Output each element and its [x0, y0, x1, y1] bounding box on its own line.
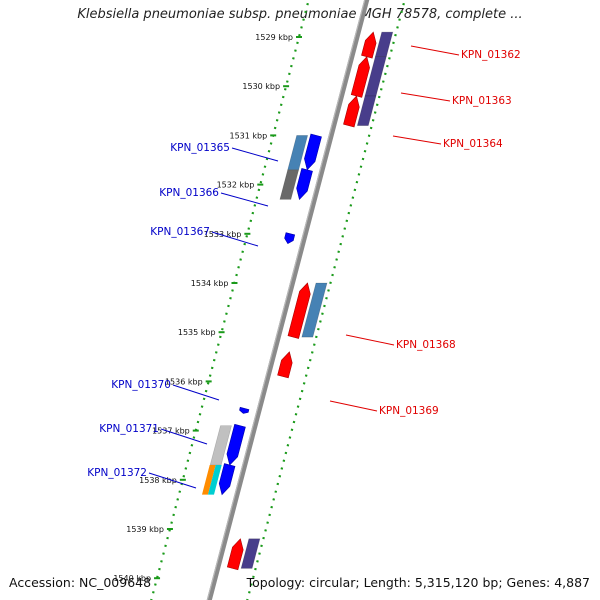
- annotation-bar-KPN_01368: [301, 282, 328, 338]
- backbone-line: [206, 0, 370, 600]
- annotation-bar-KPN_01372-b: [208, 465, 222, 495]
- gene-track: [218, 31, 377, 571]
- leader-line-KPN_01369: [329, 400, 378, 412]
- footer-bar: Accession: NC_009648 Topology: circular;…: [0, 575, 600, 595]
- gene-label-KPN_01366: KPN_01366: [159, 187, 219, 199]
- leader-line-KPN_01362: [410, 45, 460, 56]
- gene-arrow-KPN_01369: [277, 351, 293, 379]
- gene-arrow-KPN_01371: [226, 423, 246, 466]
- gene-label-KPN_01363: KPN_01363: [452, 95, 512, 107]
- gene-label-KPN_01372: KPN_01372: [87, 467, 147, 479]
- gene-label-KPN_01364: KPN_01364: [443, 138, 503, 150]
- tick-label-8: 1537 kbp: [152, 427, 190, 436]
- gene-labels: KPN_01365 KPN_01366 KPN_01367 KPN_01370 KPN_…: [87, 45, 521, 489]
- tick-label-2: 1531 kbp: [229, 131, 267, 140]
- tick-label-11: 1540 kbp: [113, 574, 151, 583]
- gene-arrow-KPN_01367: [284, 232, 296, 245]
- gene-arrow-KPN_01368: [287, 282, 311, 339]
- gene-arrow-KPN_01366: [296, 168, 313, 201]
- accession-text: Accession: NC_009648: [9, 575, 152, 590]
- leader-line-KPN_01371: [160, 428, 208, 445]
- gene-arrow-KPN_01370: [239, 406, 250, 414]
- map-title: Klebsiella pneumoniae subsp. pneumoniae …: [77, 7, 523, 22]
- tick-label-10: 1539 kbp: [126, 525, 164, 534]
- gene-label-KPN_01370: KPN_01370: [111, 379, 171, 391]
- annotation-bar-unlabeled-0: [240, 538, 261, 569]
- annotation-bar-KPN_01372-a: [202, 465, 216, 495]
- tick-label-4: 1533 kbp: [204, 230, 242, 239]
- leader-line-KPN_01368: [345, 334, 395, 346]
- tick-label-9: 1538 kbp: [139, 476, 177, 485]
- topology-text: Topology: circular; Length: 5,315,120 bp…: [246, 575, 590, 590]
- leader-line-KPN_01366: [220, 192, 269, 207]
- leader-line-KPN_01367: [211, 231, 259, 247]
- gene-arrow-unlabeled-0: [226, 538, 244, 571]
- gene-arrow-KPN_01362: [361, 31, 377, 59]
- leader-line-KPN_01365: [231, 147, 279, 162]
- scale-ticks: 1529 kbp 1530 kbp 1531 kbp 1532 kbp 1533 kbp…: [113, 33, 302, 583]
- tick-label-6: 1535 kbp: [178, 328, 216, 337]
- gene-arrow-KPN_01365: [304, 133, 322, 171]
- annotation-bar-KPN_01366: [279, 169, 300, 200]
- gene-label-KPN_01362: KPN_01362: [461, 49, 521, 61]
- tick-label-3: 1532 kbp: [217, 181, 255, 190]
- tick-label-0: 1529 kbp: [255, 33, 293, 42]
- leader-line-KPN_01372: [148, 472, 197, 489]
- gene-arrow-KPN_01372: [218, 463, 236, 496]
- gene-arrow-KPN_01363: [350, 56, 370, 98]
- leader-line-KPN_01363: [400, 92, 451, 102]
- tick-label-1: 1530 kbp: [242, 82, 280, 91]
- gene-arrow-KPN_01364: [343, 95, 360, 128]
- annotation-track: [202, 31, 394, 569]
- annotation-bar-KPN_01364: [356, 95, 377, 126]
- gene-label-KPN_01371: KPN_01371: [99, 423, 159, 435]
- leader-line-KPN_01364: [392, 135, 442, 145]
- tick-label-7: 1536 kbp: [165, 377, 203, 386]
- leader-line-KPN_01370: [172, 384, 220, 401]
- tick-label-5: 1534 kbp: [191, 279, 229, 288]
- genome-backbone: [206, 0, 370, 600]
- gene-label-KPN_01365: KPN_01365: [170, 142, 230, 154]
- gene-label-KPN_01369: KPN_01369: [379, 405, 439, 417]
- annotation-bar-KPN_01362: [374, 31, 394, 58]
- backbone-highlight: [206, 0, 366, 600]
- gene-label-KPN_01368: KPN_01368: [396, 339, 456, 351]
- annotation-bar-KPN_01365: [287, 135, 309, 171]
- gene-label-KPN_01367: KPN_01367: [150, 226, 210, 238]
